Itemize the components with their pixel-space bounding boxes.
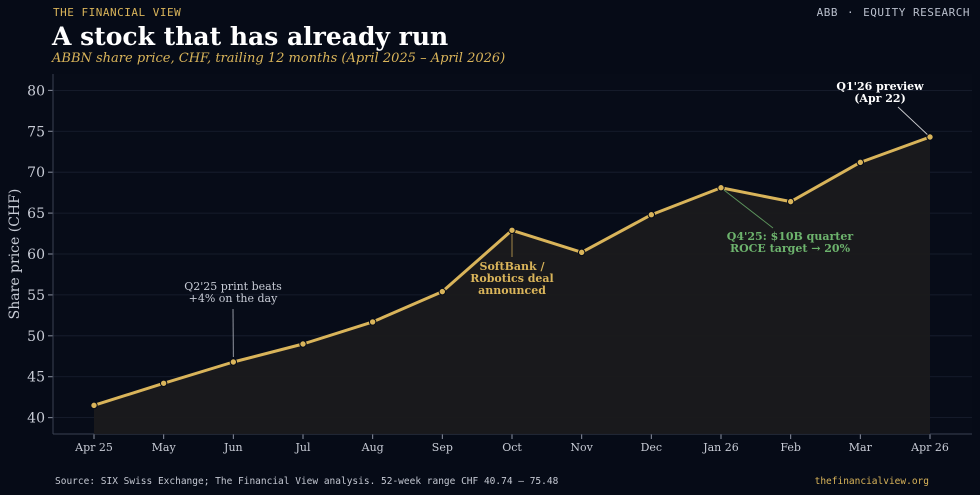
x-tick-label: Apr 26	[910, 441, 949, 454]
y-tick-label: 75	[27, 124, 45, 140]
y-axis-label: Share price (CHF)	[7, 189, 23, 320]
annotation-leader	[720, 187, 774, 229]
annotation-text: Q1'26 preview	[836, 80, 924, 93]
x-tick-label: Mar	[849, 441, 873, 454]
x-tick-label: Sep	[432, 441, 453, 454]
y-tick-label: 55	[27, 288, 45, 304]
x-tick-label: Jul	[294, 441, 310, 454]
publication-kicker: THE FINANCIAL VIEW	[53, 6, 182, 19]
x-tick-label: Oct	[502, 441, 522, 454]
data-point	[508, 226, 516, 234]
y-tick-label: 65	[27, 206, 45, 222]
data-point	[717, 184, 725, 192]
chart-subtitle: ABBN share price, CHF, trailing 12 month…	[52, 51, 506, 66]
data-point	[299, 340, 307, 348]
data-point	[368, 318, 377, 326]
y-tick-label: 45	[27, 370, 45, 386]
annotation-text: Q4'25: $10B quarter	[727, 230, 854, 243]
data-point	[856, 158, 865, 167]
annotation-text: (Apr 22)	[854, 92, 906, 105]
x-tick-label: Jan 26	[702, 441, 739, 454]
annotation-leader	[897, 106, 931, 138]
data-point	[926, 133, 934, 141]
annotation-text: Q2'25 print beats	[184, 280, 282, 293]
x-tick-label: May	[152, 441, 177, 454]
data-point	[786, 197, 795, 206]
data-point	[90, 401, 98, 410]
x-tick-label: Feb	[780, 441, 801, 454]
x-tick-label: Aug	[361, 441, 384, 454]
data-point	[577, 248, 586, 257]
site-link[interactable]: thefinancialview.org	[814, 476, 929, 487]
header-separator: ·	[847, 6, 855, 19]
data-point	[229, 358, 238, 366]
chart-title: A stock that has already run	[52, 22, 449, 51]
x-tick-label: Apr 25	[74, 441, 113, 454]
annotation-text: Robotics deal	[470, 272, 553, 285]
y-tick-label: 40	[27, 411, 45, 427]
source-note: Source: SIX Swiss Exchange; The Financia…	[55, 476, 559, 487]
y-tick-label: 50	[27, 329, 45, 345]
annotation-text: +4% on the day	[189, 292, 278, 305]
annotation-text: ROCE target → 20%	[730, 242, 851, 255]
data-point	[438, 287, 447, 296]
section-label: EQUITY RESEARCH	[863, 6, 970, 19]
annotation-text: announced	[478, 284, 546, 297]
x-tick-label: Nov	[570, 441, 593, 454]
data-point	[647, 211, 656, 219]
y-tick-label: 80	[27, 83, 45, 99]
data-point	[159, 379, 168, 387]
y-tick-label: 70	[27, 165, 45, 181]
area-fill	[94, 137, 930, 434]
ticker-label: ABB	[816, 6, 839, 19]
annotation-text: SoftBank /	[480, 260, 546, 273]
x-tick-label: Dec	[641, 441, 663, 454]
header-meta: ABB · EQUITY RESEARCH	[817, 6, 970, 19]
y-tick-label: 60	[27, 247, 45, 263]
x-tick-label: Jun	[223, 441, 243, 454]
